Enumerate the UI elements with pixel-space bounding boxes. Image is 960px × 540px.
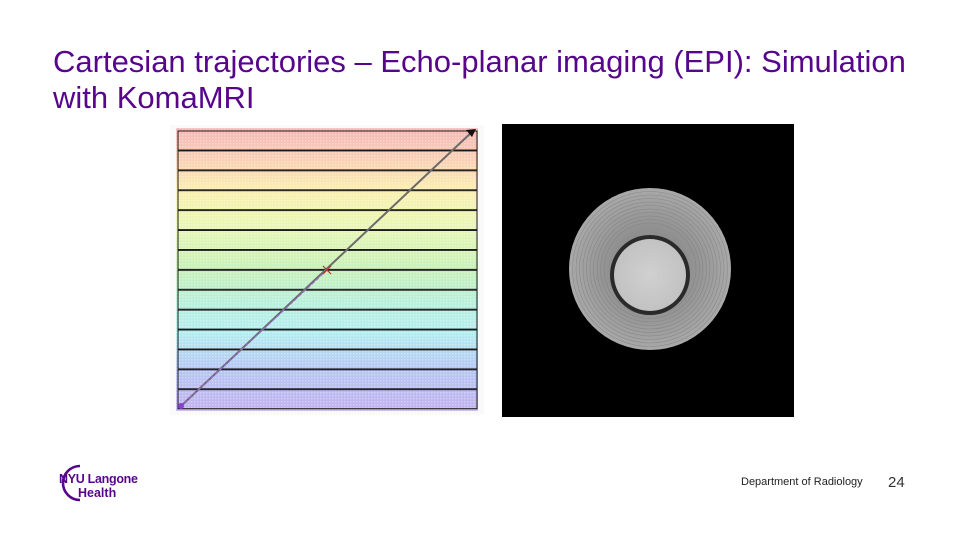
ringing-artifact — [600, 219, 700, 319]
epi-readout-line — [177, 230, 478, 250]
ringing-artifact — [572, 191, 728, 347]
reconstructed-image — [502, 124, 794, 417]
epi-readout-line — [177, 309, 478, 330]
epi-readout-line — [177, 150, 478, 171]
ringing-artifact — [589, 208, 711, 330]
epi-readout-line — [177, 130, 478, 151]
epi-trajectory-plot — [170, 125, 484, 415]
epi-readout-line — [177, 349, 478, 370]
reconstruction-figure — [502, 124, 794, 417]
logo-text-line1: NYU Langone — [59, 472, 138, 486]
epi-readout-line — [177, 289, 478, 310]
ringing-artifact — [575, 194, 725, 344]
page-number: 24 — [888, 474, 905, 491]
epi-readout-line — [177, 389, 478, 410]
logo-text-line2: Health — [78, 486, 117, 500]
logo-arc-icon — [61, 464, 81, 502]
epi-readout-line — [177, 329, 478, 350]
ringing-artifact — [593, 212, 707, 326]
slide-title: Cartesian trajectories – Echo-planar ima… — [53, 44, 906, 115]
epi-readout-line — [177, 170, 478, 191]
department-label: Department of Radiology — [741, 476, 863, 488]
epi-readout-line — [177, 210, 478, 231]
epi-trajectory-figure — [170, 125, 484, 415]
epi-readout-line — [177, 369, 478, 390]
ringing-artifact — [582, 201, 718, 337]
ringing-artifact — [596, 215, 704, 323]
ringing-artifact — [579, 198, 721, 340]
nyu-langone-health-logo: NYU Langone Health — [52, 463, 172, 503]
ringing-artifact — [586, 205, 714, 333]
epi-readout-line — [177, 190, 478, 211]
